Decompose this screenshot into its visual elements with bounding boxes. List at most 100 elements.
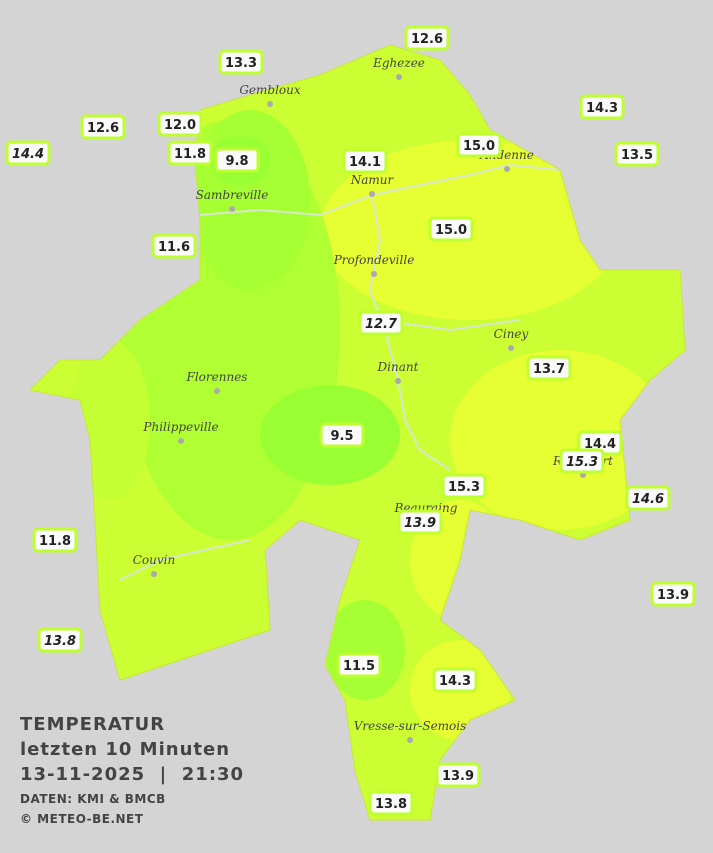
station-box [358,310,404,336]
station: 9.8 [214,147,260,173]
city-label: Couvin [133,553,175,567]
station: 13.7 [526,355,572,381]
station-box [404,25,450,51]
city-label: Florennes [186,370,248,384]
station: 9.5 [319,422,365,448]
station-value: 9.5 [330,429,353,444]
station-value: 13.7 [533,362,565,377]
station-box [214,147,260,173]
subtitle: letzten 10 Minuten [20,739,230,760]
station-box [614,141,660,167]
station: 13.8 [37,627,83,653]
station-box [435,762,481,788]
station: 15.3 [441,473,487,499]
station-value: 12.6 [411,32,443,47]
city-dot [214,388,220,394]
station: 13.9 [397,509,443,535]
station-box [151,233,197,259]
city-dot [396,74,402,80]
station-value: 14.3 [439,674,471,689]
station-box [167,140,213,166]
station-box [157,111,203,137]
station-value: 14.4 [584,437,616,452]
station: 11.6 [151,233,197,259]
station-box [579,94,625,120]
station-box [218,49,264,75]
station: 15.0 [428,216,474,242]
station-box [625,485,671,511]
station: 11.8 [32,527,78,553]
station: 15.3 [559,448,605,474]
station-value: 13.5 [621,148,653,163]
station: 12.6 [404,25,450,51]
station: 11.8 [167,140,213,166]
station-value: 11.6 [158,240,190,255]
city-dot [407,737,413,743]
title: TEMPERATUR [20,714,165,735]
station-box [526,355,572,381]
station-value: 15.3 [566,455,598,470]
city-dot [178,438,184,444]
station-box [432,667,478,693]
station-box [5,140,51,166]
station: 12.7 [358,310,404,336]
station-value: 13.8 [44,634,76,649]
station-box [559,448,605,474]
city-dot [369,191,375,197]
station: 15.0 [456,132,502,158]
station: 13.8 [368,790,414,816]
source: DATEN: KMI & BMCB [20,792,166,806]
station-value: 15.3 [448,480,480,495]
station-value: 13.9 [657,588,689,603]
city-dot [267,101,273,107]
station-value: 9.8 [225,154,248,169]
station-box [441,473,487,499]
city-label: Namur [350,173,395,187]
station: 14.4 [5,140,51,166]
city-label: Philippeville [142,420,218,434]
city-dot [151,571,157,577]
city-dot [508,345,514,351]
city-label: Profondeville [333,253,415,267]
city-label: Gembloux [239,83,301,97]
station-box [319,422,365,448]
station-value: 14.1 [349,155,381,170]
station-box [650,581,696,607]
city-dot [229,206,235,212]
city-dot [504,166,510,172]
station-value: 13.9 [442,769,474,784]
station: 14.3 [579,94,625,120]
city-label: Ciney [494,327,529,341]
station: 11.5 [336,652,382,678]
station-box [456,132,502,158]
station-value: 15.0 [463,139,495,154]
station-box [397,509,443,535]
stations: 12.6 13.3 14.3 12.6 12.0 14.4 11.8 9.8 15.0 13.5 1… [5,25,696,816]
station: 13.9 [435,762,481,788]
station-box [336,652,382,678]
station-box [32,527,78,553]
station-box [37,627,83,653]
station-value: 14.6 [632,492,664,507]
station-value: 13.9 [404,516,436,531]
station-value: 14.4 [12,147,44,162]
station-value: 11.8 [174,147,206,162]
station: 14.1 [342,148,388,174]
station-value: 11.5 [343,659,375,674]
station-value: 12.0 [164,118,196,133]
city-label: Sambreville [196,188,269,202]
station: 13.3 [218,49,264,75]
station-value: 13.8 [375,797,407,812]
station-value: 15.0 [435,223,467,238]
station-value: 13.3 [225,56,257,71]
station: 12.6 [80,114,126,140]
station: 13.9 [650,581,696,607]
station-value: 14.3 [586,101,618,116]
station: 13.5 [614,141,660,167]
timestamp: 13-11-2025 | 21:30 [20,764,244,785]
station-box [368,790,414,816]
city-label: Vresse-sur-Semois [354,719,467,733]
city-label: Dinant [377,360,419,374]
